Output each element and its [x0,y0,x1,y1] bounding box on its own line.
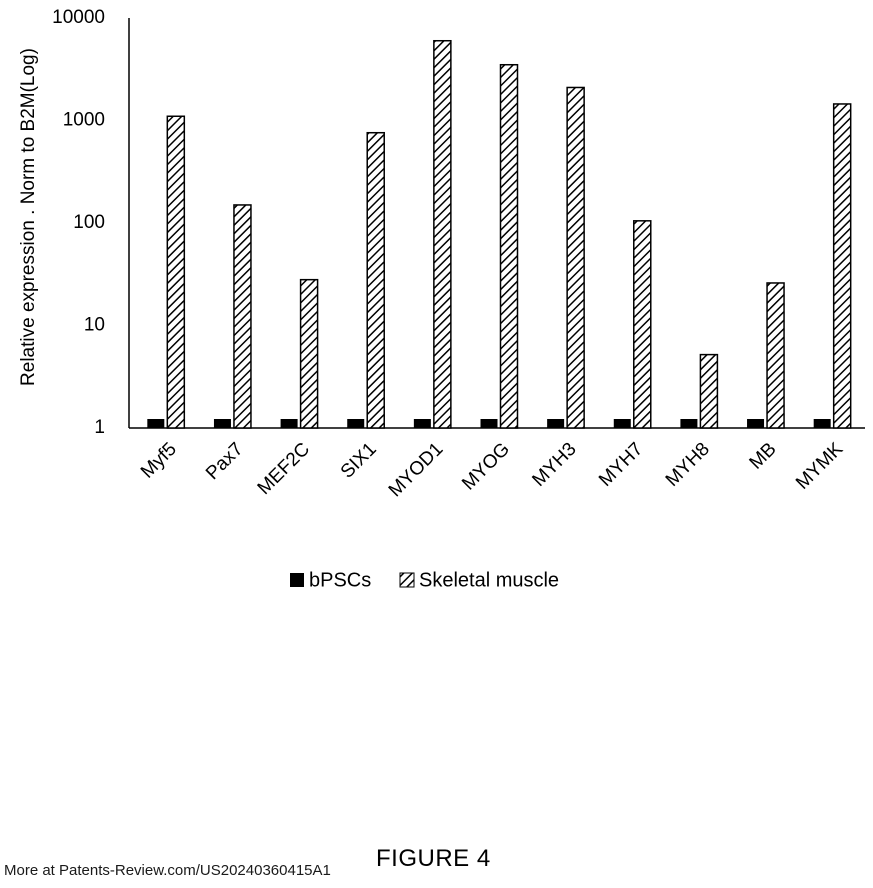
y-tick-label: 10000 [52,7,105,28]
legend-swatch-bpscs [290,573,304,587]
bar-bpscs [214,419,231,428]
bar-bpscs [347,419,364,428]
bar-skeletal-muscle [301,280,318,428]
bar-bpscs [281,419,298,428]
bar-skeletal-muscle [501,65,518,428]
watermark-link[interactable]: More at Patents-Review.com/US20240360415… [4,862,331,879]
x-tick-label: MYH3 [528,439,580,491]
bar-skeletal-muscle [167,116,184,428]
bar-bpscs [814,419,831,428]
bar-bpscs [747,419,764,428]
bar-skeletal-muscle [834,104,851,428]
bar-bpscs [147,419,164,428]
figure-label: FIGURE 4 [376,845,491,873]
x-tick-label: MYH8 [662,439,714,491]
y-tick-label: 1 [94,417,105,438]
x-tick-label: MB [746,439,781,474]
bar-bpscs [481,419,498,428]
y-axis-title: Relative expression . Norm to B2M(Log) [18,48,39,386]
bar-skeletal-muscle [767,283,784,428]
bar-bpscs [547,419,564,428]
x-tick-label: SIX1 [337,439,381,483]
legend: bPSCs Skeletal muscle [290,569,559,591]
legend-swatch-skeletal-muscle [400,573,414,587]
bar-skeletal-muscle [567,87,584,428]
y-tick-label: 1000 [63,110,105,131]
bars [147,41,850,428]
x-tick-label: MYMK [792,438,847,493]
y-tick-label: 100 [73,212,105,233]
y-tick-label: 10 [84,315,105,336]
bar-bpscs [614,419,631,428]
x-tick-label: Pax7 [202,439,247,484]
bar-skeletal-muscle [234,205,251,428]
x-tick-label: MYOG [458,439,514,495]
x-tick-label: Myf5 [137,439,181,483]
legend-label-bpscs: bPSCs [309,569,371,591]
bar-bpscs [680,419,697,428]
bar-skeletal-muscle [367,133,384,428]
bar-skeletal-muscle [634,221,651,428]
x-tick-label: MEF2C [254,439,314,499]
x-tick-label: MYOD1 [385,439,448,502]
x-tick-label: MYH7 [595,439,647,491]
bar-bpscs [414,419,431,428]
bar-skeletal-muscle [700,355,717,428]
legend-label-skeletal-muscle: Skeletal muscle [419,569,559,591]
bar-skeletal-muscle [434,41,451,428]
